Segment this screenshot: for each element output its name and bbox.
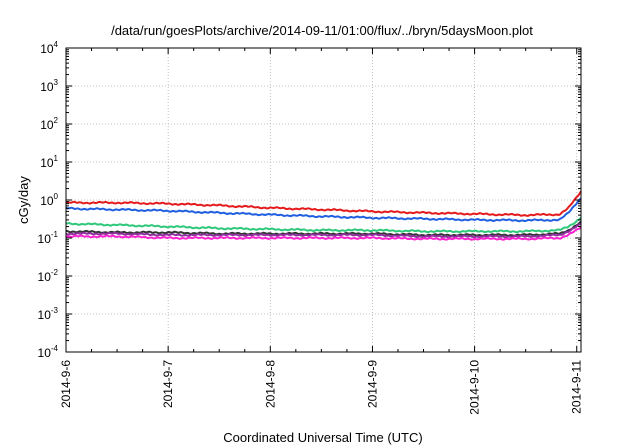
y-tick-label: 104 — [40, 40, 58, 56]
grid — [66, 48, 581, 352]
y-axis-ticks: 10-4 10-3 10-2 10-1 100 101 102 103 104 — [38, 40, 581, 360]
y-tick-label: 103 — [40, 78, 58, 94]
series-line — [65, 197, 582, 223]
y-axis-label: cGy/day — [16, 176, 31, 224]
plot-frame — [65, 47, 582, 353]
x-tick-label: 2014-9-7 — [161, 360, 175, 408]
x-tick-label: 2014-9-9 — [365, 360, 379, 408]
series-line — [65, 190, 582, 217]
x-tick-label: 2014-9-10 — [468, 360, 482, 415]
y-tick-label: 101 — [40, 154, 58, 170]
y-tick-label: 100 — [40, 192, 58, 208]
series-line — [65, 223, 582, 239]
series-line — [65, 216, 582, 234]
x-tick-label: 2014-9-8 — [263, 360, 277, 408]
y-tick-label: 10-4 — [38, 344, 59, 360]
chart-title: /data/run/goesPlots/archive/2014-09-11/0… — [111, 23, 533, 38]
series-line — [65, 226, 582, 241]
y-tick-label: 10-2 — [38, 268, 59, 284]
y-tick-label: 102 — [40, 116, 58, 132]
x-axis-label: Coordinated Universal Time (UTC) — [223, 430, 422, 445]
x-tick-label: 2014-9-6 — [59, 360, 73, 408]
y-tick-label: 10-1 — [38, 230, 59, 246]
series-lines — [65, 190, 582, 241]
x-tick-label: 2014-9-11 — [570, 360, 584, 414]
y-tick-label: 10-3 — [38, 306, 59, 322]
x-axis-ticks: 2014-9-6 2014-9-7 2014-9-8 2014-9-9 2014-9-1… — [59, 48, 584, 415]
